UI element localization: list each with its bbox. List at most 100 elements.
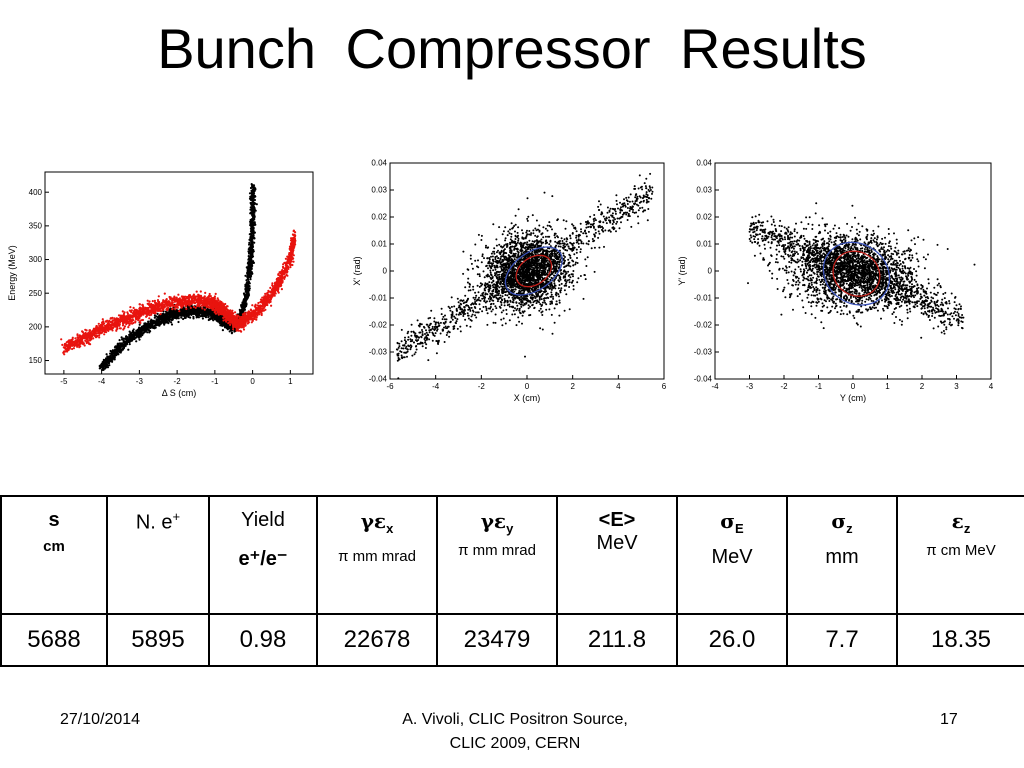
data-point-red <box>199 290 202 293</box>
data-point-black <box>120 349 123 352</box>
data-point-red <box>84 328 87 331</box>
data-point-black <box>246 295 249 298</box>
data-point-red <box>84 339 87 342</box>
data-point-red <box>271 285 274 288</box>
data-point-black <box>207 312 210 315</box>
data-point-black <box>170 321 173 324</box>
data-point-black <box>250 260 254 263</box>
data-point-black <box>168 313 171 316</box>
data-point-black <box>135 331 138 334</box>
data-point-red <box>283 277 286 280</box>
data-point-red <box>185 301 188 304</box>
data-point-black <box>170 319 173 322</box>
data-point-red <box>280 278 283 281</box>
plot-frame <box>44 171 314 375</box>
data-point-black <box>249 278 252 281</box>
data-point-black <box>250 211 253 214</box>
data-point-red <box>117 314 121 317</box>
data-point-red <box>204 291 207 294</box>
data-point-black <box>176 310 179 313</box>
data-point-black <box>219 319 222 322</box>
data-point-black <box>215 319 218 322</box>
data-point-red <box>285 261 288 264</box>
data-point-red <box>136 312 139 316</box>
data-point-red <box>122 328 125 331</box>
data-point-black <box>126 337 129 340</box>
data-point-black <box>137 334 140 337</box>
data-point-red <box>231 309 234 312</box>
data-point-black <box>160 318 163 321</box>
data-point-red <box>117 322 120 325</box>
data-point-red <box>190 298 194 301</box>
data-point-black <box>111 360 114 363</box>
data-point-black <box>101 363 104 366</box>
data-point-black <box>246 267 249 270</box>
data-point-red <box>249 308 252 311</box>
data-point-red <box>217 313 220 316</box>
data-point-black <box>103 367 106 370</box>
data-point-black <box>243 293 246 296</box>
data-point-red <box>121 324 125 327</box>
data-point-black <box>252 202 255 205</box>
data-point-black <box>137 328 141 332</box>
data-point-black <box>143 329 146 332</box>
data-point-black <box>243 308 246 311</box>
data-point-black <box>121 345 124 348</box>
data-point-black <box>197 311 200 314</box>
data-point-red <box>279 285 282 288</box>
x-tick-label: -2 <box>174 377 182 386</box>
data-point-black <box>187 310 190 313</box>
data-point-red <box>130 309 133 312</box>
data-point-red <box>184 304 188 307</box>
data-point-black <box>252 206 256 209</box>
data-point-black <box>225 326 228 329</box>
data-point-black <box>103 361 106 364</box>
data-point-red <box>289 266 292 269</box>
data-point-red <box>273 294 276 297</box>
data-point-red <box>123 315 126 318</box>
data-point-black <box>132 334 135 337</box>
data-point-red <box>111 322 114 325</box>
data-point-black <box>251 193 254 196</box>
x-tick-label: -4 <box>98 377 106 386</box>
data-point-red <box>197 294 200 297</box>
x-tick-label: 0 <box>250 377 255 386</box>
data-point-black <box>187 314 190 317</box>
data-point-black <box>142 331 145 334</box>
data-point-black <box>219 322 222 325</box>
data-point-black <box>211 313 214 316</box>
data-point-red <box>129 306 132 309</box>
data-point-red <box>120 320 123 323</box>
data-point-black <box>255 203 258 206</box>
data-point-red <box>61 343 64 346</box>
data-point-red <box>265 301 268 304</box>
data-point-red <box>185 307 188 310</box>
data-point-black <box>121 344 124 347</box>
data-point-red <box>257 301 260 305</box>
data-point-black <box>105 366 108 369</box>
x-tick-label: -5 <box>60 377 68 386</box>
data-point-red <box>271 282 274 285</box>
data-point-black <box>200 309 203 312</box>
data-point-black <box>164 318 167 321</box>
data-point-black <box>145 325 148 328</box>
data-point-black <box>180 316 183 319</box>
data-point-black <box>158 315 162 318</box>
data-point-red <box>163 292 166 295</box>
data-point-black <box>177 320 180 324</box>
data-point-red <box>182 301 186 304</box>
data-point-red <box>242 328 246 331</box>
data-point-black <box>147 320 150 323</box>
data-point-red <box>266 293 269 296</box>
y-tick-label: 350 <box>29 222 43 231</box>
data-point-black <box>251 223 255 226</box>
data-point-red <box>81 331 84 334</box>
data-point-red <box>154 312 157 315</box>
data-point-black <box>250 271 253 274</box>
data-point-red <box>103 333 106 336</box>
energy-vs-ds-plot: -5 -4 -3 -2 -1 0 1 150 200 250 300 350 400 Δ S (cm) En… <box>0 160 320 405</box>
data-point-black <box>240 305 244 308</box>
x-tick-label: -1 <box>211 377 219 386</box>
data-point-red <box>148 300 151 303</box>
data-point-black <box>138 326 141 329</box>
